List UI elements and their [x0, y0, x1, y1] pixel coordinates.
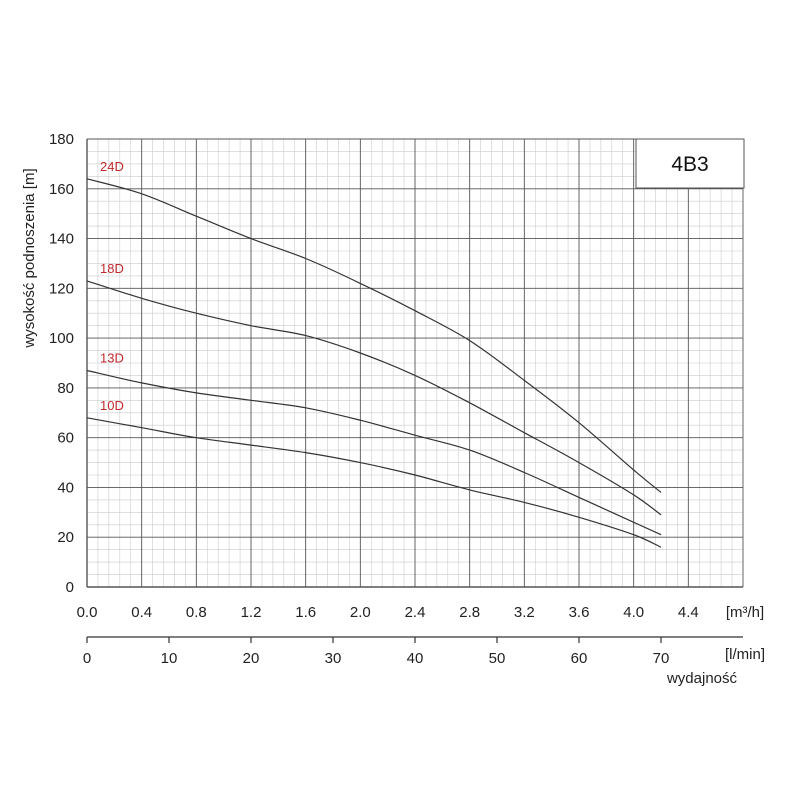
curve-18d: [86, 280, 662, 516]
major-grid: [86, 138, 744, 588]
x-axis-lmin-ticks: 0 10 20 30 40 50 60 70: [83, 637, 670, 667]
y-tick-label: 0: [66, 579, 74, 596]
x-tick-label-m3h: 3.6: [569, 604, 590, 621]
y-tick-label: 80: [57, 380, 74, 397]
y-tick-label: 60: [57, 430, 74, 447]
x-tick-label-m3h: 0.8: [186, 604, 207, 621]
x-unit-m3h: [m³/h]: [726, 604, 764, 621]
x-tick-label-m3h: 2.4: [405, 604, 426, 621]
x-tick-label-lmin: 20: [243, 650, 260, 667]
x-tick-label-m3h: 3.2: [514, 604, 535, 621]
y-axis-title: wysokość podnoszenia [m]: [21, 168, 38, 348]
x-tick-label-m3h: 0.4: [131, 604, 152, 621]
x-tick-label-lmin: 10: [161, 650, 178, 667]
x-axis-title: wydajność: [666, 670, 738, 687]
x-tick-label-lmin: 0: [83, 650, 91, 667]
x-tick-label-m3h: 1.2: [241, 604, 262, 621]
curve-13d: [86, 369, 662, 536]
x-tick-label-lmin: 50: [489, 650, 506, 667]
model-label: 4B3: [671, 153, 708, 176]
x-tick-label-m3h: 2.0: [350, 604, 371, 621]
x-axis-m3h-ticks: 0.0 0.4 0.8 1.2 1.6 2.0 2.4 2.8 3.2 3.6 4.0 4.4: [77, 604, 699, 621]
model-label-box: [635, 138, 745, 189]
x-tick-label-m3h: 0.0: [77, 604, 98, 621]
series-label-18d: 18D: [100, 261, 124, 276]
series-labels: 24D 18D 13D 10D: [100, 159, 124, 413]
x-tick-label-lmin: 30: [325, 650, 342, 667]
x-tick-label-m3h: 4.0: [623, 604, 644, 621]
x-tick-label-m3h: 1.6: [295, 604, 316, 621]
curve-10d: [86, 417, 662, 548]
y-tick-label: 100: [49, 330, 74, 347]
y-tick-label: 40: [57, 479, 74, 496]
y-tick-label: 20: [57, 529, 74, 546]
x-tick-label-lmin: 60: [571, 650, 588, 667]
y-tick-label: 180: [49, 131, 74, 148]
x-tick-label-lmin: 70: [653, 650, 670, 667]
series-label-24d: 24D: [100, 159, 124, 174]
y-tick-label: 120: [49, 280, 74, 297]
series-label-13d: 13D: [100, 350, 124, 365]
series-label-10d: 10D: [100, 398, 124, 413]
x-tick-label-lmin: 40: [407, 650, 424, 667]
y-tick-label: 140: [49, 231, 74, 248]
y-tick-label: 160: [49, 181, 74, 198]
curve-24d: [86, 178, 662, 493]
y-axis-ticks: 0 20 40 60 80 100 120 140 160 180: [49, 131, 74, 596]
x-unit-lmin: [l/min]: [725, 646, 765, 663]
x-tick-label-m3h: 4.4: [678, 604, 699, 621]
x-tick-label-m3h: 2.8: [459, 604, 480, 621]
performance-curves: [86, 178, 662, 548]
